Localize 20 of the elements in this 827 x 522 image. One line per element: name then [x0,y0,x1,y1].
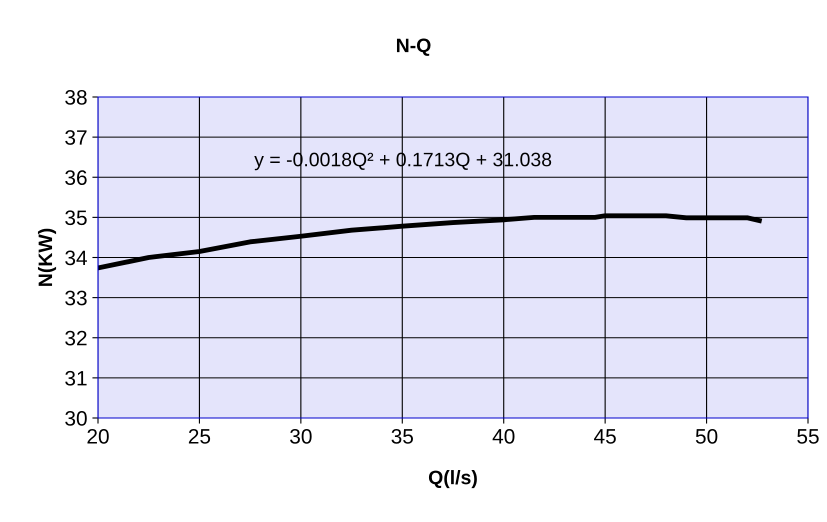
y-tick-label: 36 [65,170,87,186]
y-tick-label: 32 [65,330,87,346]
x-tick-label: 25 [188,428,210,444]
x-tick-label: 20 [87,428,109,444]
y-tick-label: 38 [65,90,87,105]
x-tick-label: 45 [594,429,616,444]
y-tick-label: 37 [65,130,87,145]
y-tick-label: 35 [65,210,87,226]
y-tick-label: 30 [65,411,87,426]
y-axis-title: N(KW) [38,228,56,286]
x-tick-label: 50 [696,428,718,444]
y-tick-label: 34 [65,250,87,266]
x-tick-label: 55 [797,429,819,444]
chart-title: N-Q [396,38,431,56]
y-tick-label: 33 [65,290,87,306]
x-tick-label: 35 [391,428,413,444]
y-tick-label: 31 [65,370,87,386]
x-tick-label: 30 [290,428,312,444]
x-tick-label: 40 [492,428,514,444]
x-axis-title: Q(l/s) [428,470,477,488]
